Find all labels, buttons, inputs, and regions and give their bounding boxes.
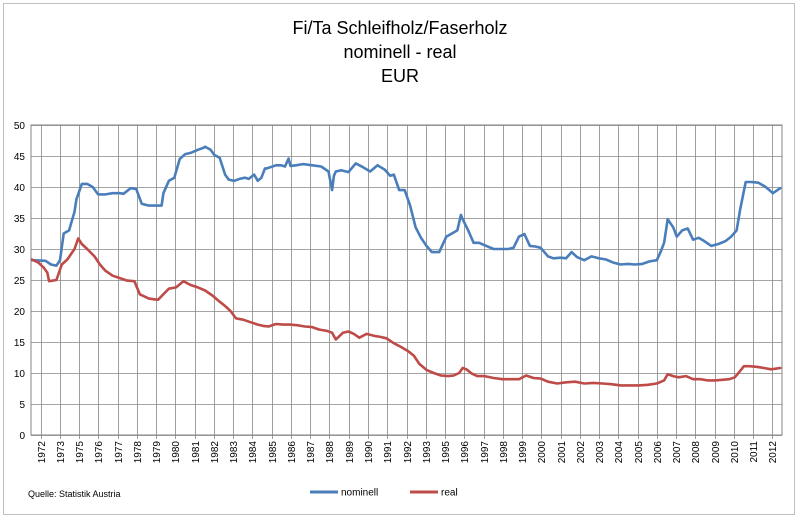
y-tick-label: 20 [14,307,26,318]
x-tick-label: 1979 [152,441,163,464]
chart-frame [3,3,795,515]
x-tick-label: 1973 [56,441,67,464]
x-tick-label: 1987 [306,441,317,464]
legend-label-real: real [441,488,458,499]
y-tick-label: 50 [14,121,26,132]
x-tick-label: 2011 [749,441,760,463]
x-tick-label: 1988 [325,441,336,464]
x-tick-label: 2002 [576,441,587,464]
x-tick-label: 1997 [480,441,491,464]
x-tick-label: 2003 [595,441,606,464]
x-tick-label: 2012 [768,441,779,464]
x-tick-label: 1985 [268,441,279,464]
y-tick-label: 40 [14,183,26,194]
grid-lines [30,124,783,436]
x-tick-label: 2006 [653,441,664,464]
x-tick-label: 2010 [730,441,741,464]
x-tick-label: 1980 [171,441,182,464]
series-line-real [30,237,782,387]
legend-label-nominell: nominell [341,488,378,499]
x-tick-label: 1982 [210,441,221,464]
chart-title: Fi/Ta Schleifholz/Faserholz nominell - r… [0,16,800,88]
x-tick-label: 1978 [133,441,144,464]
x-tick-label: 1977 [114,441,125,464]
x-tick-label: 1989 [345,441,356,464]
series-line-nominell [30,145,782,268]
y-tick-label: 45 [14,152,26,163]
series-layer [30,145,782,387]
x-tick-label: 1991 [383,441,394,464]
y-tick-label: 30 [14,245,26,256]
x-tick-label: 1986 [287,441,298,464]
x-tick-label: 2004 [614,441,625,464]
plot-area [30,124,783,436]
y-tick-label: 15 [14,338,26,349]
chart-title-line-3: EUR [380,66,419,86]
x-tick-label: 2005 [634,441,645,464]
x-tick-label: 1972 [37,441,48,464]
legend: nominell real [310,488,458,499]
x-tick-label: 1995 [441,441,452,464]
x-tick-label: 1981 [191,441,202,464]
x-tick-label: 1975 [75,441,86,464]
y-tick-label: 35 [14,214,26,225]
chart-title-line-1: Fi/Ta Schleifholz/Faserholz [292,18,508,38]
x-tick-label: 1992 [403,441,414,464]
x-tick-label: 1983 [229,441,240,464]
x-tick-label: 1998 [499,441,510,464]
y-tick-label: 10 [14,369,26,380]
x-tick-label: 2000 [537,441,548,464]
source-note: Quelle: Statistik Austria [28,489,121,499]
chart-title-line-2: nominell - real [343,42,457,62]
x-tick-label: 2008 [691,441,702,464]
x-tick-label: 2009 [711,441,722,464]
x-tick-label: 1976 [94,441,105,464]
x-tick-label: 2007 [672,441,683,464]
x-tick-label: 1984 [248,441,259,464]
x-tick-label: 1993 [422,441,433,464]
y-tick-label: 25 [14,276,26,287]
x-tick-label: 2001 [557,441,568,464]
y-tick-label: 5 [19,400,25,411]
axes: 0 5 10 15 20 25 30 35 40 45 50 1972 1973 1975 1976 1977… [14,121,779,463]
x-tick-label: 1990 [364,441,375,464]
y-tick-label: 0 [19,431,25,442]
x-tick-label: 1996 [460,441,471,464]
x-tick-label: 1999 [518,441,529,464]
